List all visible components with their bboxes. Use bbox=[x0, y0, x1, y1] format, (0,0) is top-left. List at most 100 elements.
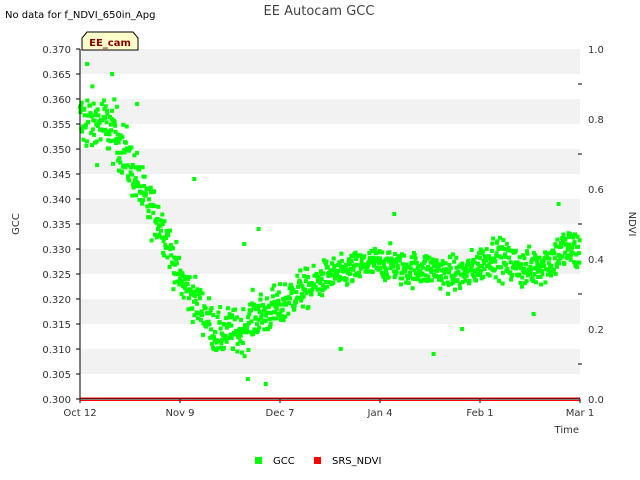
gcc-point bbox=[197, 292, 202, 297]
gcc-point bbox=[478, 247, 483, 252]
gcc-point bbox=[94, 139, 99, 144]
gcc-point bbox=[494, 254, 499, 259]
gcc-point bbox=[577, 260, 582, 265]
gcc-point bbox=[426, 274, 431, 279]
gcc-point bbox=[434, 261, 439, 266]
gcc-point bbox=[427, 255, 432, 260]
gcc-point bbox=[557, 253, 562, 258]
gcc-point bbox=[323, 280, 328, 284]
gcc-point bbox=[295, 273, 300, 278]
gcc-point bbox=[108, 139, 113, 144]
gcc-point bbox=[543, 267, 548, 272]
gcc-point bbox=[438, 286, 443, 291]
gcc-point bbox=[209, 327, 214, 332]
gcc-point bbox=[125, 163, 130, 168]
gcc-point bbox=[459, 272, 464, 277]
gcc-point bbox=[280, 307, 285, 312]
gcc-point bbox=[575, 265, 580, 270]
gcc-point bbox=[433, 273, 438, 278]
gcc-point bbox=[212, 338, 217, 343]
gcc-point bbox=[408, 271, 412, 275]
gcc-point bbox=[256, 306, 261, 311]
gcc-point bbox=[252, 328, 257, 333]
gcc-point bbox=[259, 312, 264, 317]
gcc-point bbox=[327, 280, 332, 285]
gcc-point bbox=[439, 277, 444, 282]
gcc-point bbox=[161, 239, 166, 243]
gcc-point bbox=[321, 283, 325, 288]
gcc-point bbox=[549, 273, 553, 278]
y-tick-label: 0.305 bbox=[42, 370, 71, 381]
gcc-point bbox=[446, 291, 451, 296]
gcc-point bbox=[383, 278, 388, 283]
y-tick-label: 0.355 bbox=[42, 120, 71, 131]
y-tick-label: 0.310 bbox=[42, 345, 71, 356]
gcc-point bbox=[201, 332, 205, 337]
gcc-point bbox=[561, 232, 566, 237]
gcc-point bbox=[477, 255, 482, 260]
gcc-point bbox=[531, 256, 535, 261]
gcc-point bbox=[82, 106, 87, 111]
gcc-point bbox=[329, 268, 334, 273]
gcc-point bbox=[393, 252, 397, 256]
gcc-point bbox=[572, 240, 577, 245]
gcc-point bbox=[185, 282, 190, 287]
gcc-point bbox=[339, 251, 344, 256]
gcc-point bbox=[222, 336, 227, 341]
gcc-point bbox=[375, 256, 380, 261]
gcc-point bbox=[249, 319, 254, 324]
gcc-point bbox=[97, 120, 102, 125]
gcc-point bbox=[152, 204, 157, 209]
gcc-point bbox=[466, 258, 471, 263]
gcc-point bbox=[559, 243, 564, 247]
y-tick-label: 0.340 bbox=[42, 195, 71, 206]
gcc-point bbox=[431, 258, 436, 263]
gcc-point bbox=[485, 272, 490, 277]
gcc-point bbox=[107, 146, 112, 151]
gcc-point bbox=[246, 348, 251, 352]
gcc-point bbox=[434, 258, 439, 263]
gcc-point bbox=[448, 254, 453, 259]
gcc-point bbox=[429, 269, 434, 274]
legend-gcc-label: GCC bbox=[273, 456, 295, 467]
gcc-point bbox=[486, 254, 491, 259]
gcc-point bbox=[116, 140, 121, 145]
gcc-point bbox=[479, 268, 484, 273]
gcc-point bbox=[411, 276, 415, 281]
gcc-point bbox=[177, 255, 181, 260]
gcc-point bbox=[346, 268, 351, 273]
gcc-point bbox=[194, 310, 199, 315]
x-tick-label: Mar 1 bbox=[566, 408, 594, 419]
gcc-point bbox=[126, 174, 130, 179]
gcc-point bbox=[528, 264, 533, 269]
gcc-point bbox=[400, 262, 405, 267]
gcc-point bbox=[104, 120, 109, 125]
gcc-point bbox=[279, 302, 284, 307]
gcc-point bbox=[435, 274, 440, 279]
x-tick-label: Oct 12 bbox=[63, 408, 96, 419]
gcc-point bbox=[368, 256, 373, 261]
gcc-point bbox=[514, 266, 519, 271]
gcc-point bbox=[318, 269, 323, 274]
gcc-point bbox=[460, 280, 465, 285]
gcc-point bbox=[104, 132, 109, 137]
gcc-point bbox=[513, 260, 518, 265]
gcc-point bbox=[431, 263, 436, 268]
gcc-point bbox=[564, 255, 569, 260]
gcc-point bbox=[351, 267, 356, 272]
gcc-point bbox=[366, 262, 371, 267]
gcc-point bbox=[468, 266, 473, 271]
gcc-point bbox=[514, 263, 519, 268]
gcc-point bbox=[543, 280, 548, 285]
gcc-point bbox=[335, 274, 340, 279]
gcc-point bbox=[475, 267, 480, 272]
gcc-point bbox=[234, 315, 239, 320]
gcc-point bbox=[324, 262, 328, 267]
gcc-point bbox=[135, 184, 140, 189]
gcc-point bbox=[281, 318, 286, 323]
gcc-point bbox=[300, 292, 304, 297]
gcc-point bbox=[231, 347, 235, 351]
gcc-point bbox=[298, 281, 303, 286]
site-tag-shape bbox=[81, 31, 139, 51]
gcc-point bbox=[348, 271, 353, 276]
